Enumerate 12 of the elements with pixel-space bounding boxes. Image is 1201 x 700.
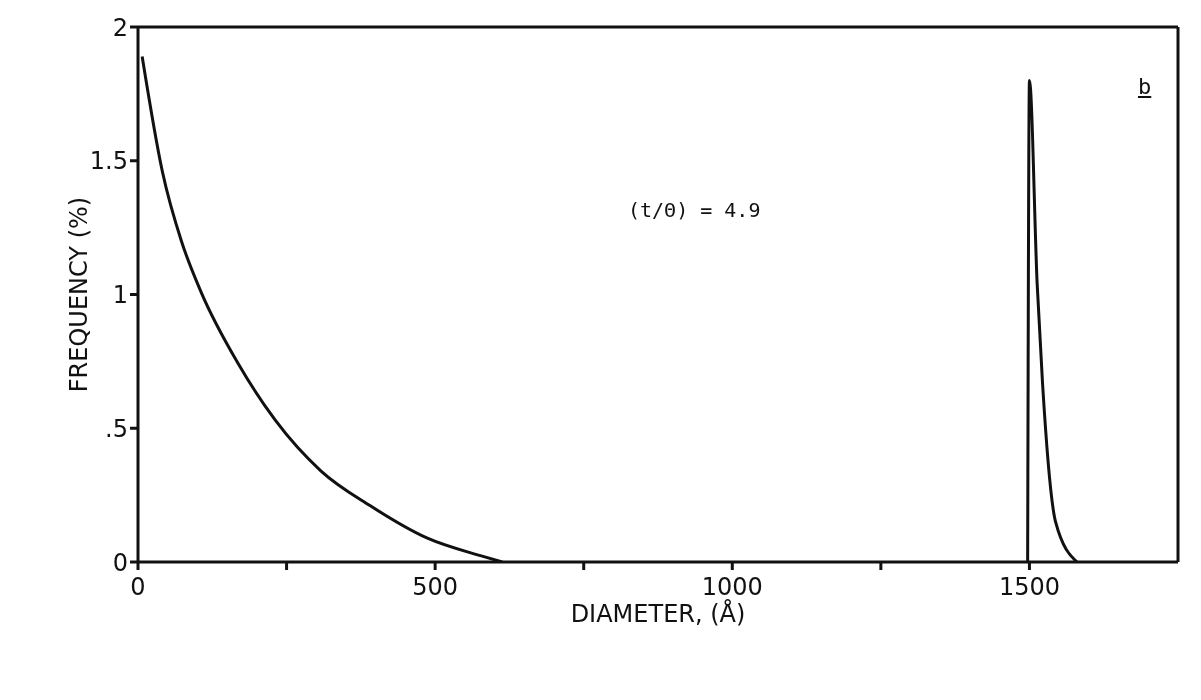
y-tick-label: 0 — [112, 548, 128, 577]
y-tick-label: 1 — [112, 281, 128, 310]
y-tick-label: 1.5 — [89, 147, 128, 176]
annotation: b — [1138, 74, 1152, 99]
x-tick-label: 500 — [412, 573, 459, 602]
x-axis-title: DIAMETER, (Å) — [570, 599, 746, 628]
y-tick-label: 2 — [112, 13, 128, 42]
x-tick-label: 1500 — [998, 573, 1060, 602]
x-tick-label: 0 — [130, 573, 146, 602]
annotation: (t/Θ) = 4.9 — [628, 198, 761, 222]
y-axis-title: FREQUENCY (%) — [64, 196, 93, 393]
y-tick-label: .5 — [105, 414, 128, 443]
